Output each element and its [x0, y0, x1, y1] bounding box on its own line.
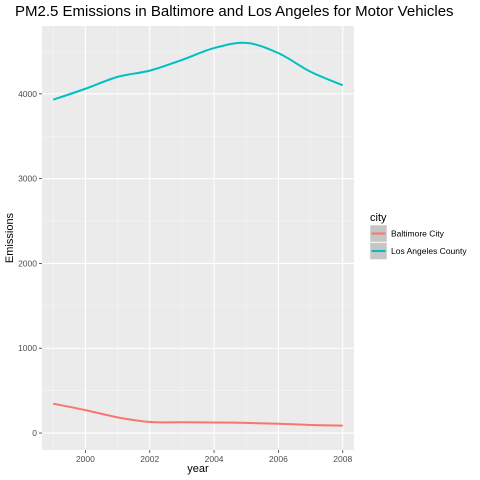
- x-tick-label: 2000: [76, 454, 95, 464]
- x-axis-title: year: [187, 463, 209, 475]
- x-tick-label: 2006: [269, 454, 288, 464]
- series-line-los-angeles-county: [52, 41, 344, 101]
- y-axis: 0 1000 2000 3000 4000: [18, 89, 42, 438]
- minor-gridlines: [42, 26, 354, 450]
- legend-title: city: [370, 212, 387, 224]
- x-tick-label: 2002: [140, 454, 159, 464]
- major-gridlines: [42, 26, 354, 450]
- legend-item-baltimore-city: Baltimore City: [369, 224, 445, 243]
- x-tick-label: 2004: [205, 454, 224, 464]
- y-tick-label: 0: [32, 428, 37, 438]
- chart-title: PM2.5 Emissions in Baltimore and Los Ang…: [15, 3, 454, 20]
- series-lines: [52, 41, 344, 427]
- series-line-baltimore-city: [53, 402, 343, 427]
- plot-panel: [42, 26, 354, 450]
- y-tick-label: 3000: [18, 174, 37, 184]
- x-axis: 2000 2002 2004 2006 2008: [76, 450, 352, 464]
- y-tick-label: 4000: [18, 89, 37, 99]
- legend: city Baltimore City Los Angeles County: [369, 212, 467, 260]
- y-axis-title: Emissions: [4, 212, 16, 263]
- y-tick-label: 2000: [18, 258, 37, 268]
- legend-item-los-angeles-county: Los Angeles County: [369, 242, 467, 260]
- x-tick-label: 2008: [333, 454, 352, 464]
- legend-label: Los Angeles County: [391, 246, 467, 256]
- y-tick-label: 1000: [18, 343, 37, 353]
- legend-label: Baltimore City: [391, 229, 445, 239]
